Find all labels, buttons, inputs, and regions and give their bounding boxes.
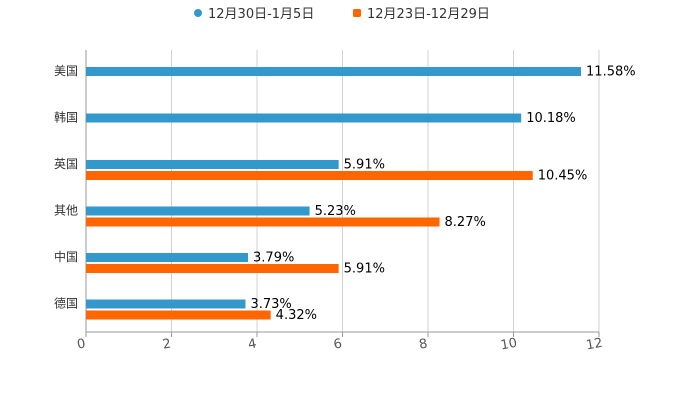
data-label: 3.79% bbox=[253, 251, 294, 266]
category-label: 韩国 bbox=[54, 110, 78, 125]
data-label: 5.91% bbox=[344, 262, 385, 277]
bar bbox=[86, 264, 339, 273]
legend-label: 12月23日-12月29日 bbox=[367, 7, 490, 22]
category-label: 中国 bbox=[54, 249, 78, 264]
bar bbox=[86, 171, 533, 180]
x-tick-label: 4 bbox=[247, 336, 258, 352]
legend-label: 12月30日-1月5日 bbox=[208, 7, 314, 22]
bar bbox=[86, 299, 246, 309]
data-label: 11.58% bbox=[586, 65, 636, 80]
data-label: 8.27% bbox=[445, 215, 486, 230]
bar bbox=[86, 217, 440, 227]
x-tick-label: 12 bbox=[585, 336, 604, 354]
x-tick-label: 8 bbox=[418, 336, 429, 352]
category-label: 美国 bbox=[54, 64, 78, 78]
category-label: 其他 bbox=[54, 204, 78, 218]
x-tick-label: 0 bbox=[76, 336, 87, 352]
data-label: 5.91% bbox=[344, 158, 385, 173]
bar bbox=[86, 206, 310, 216]
bar bbox=[86, 67, 582, 76]
legend-marker bbox=[353, 9, 361, 17]
data-label: 4.32% bbox=[276, 308, 317, 323]
legend-marker bbox=[194, 9, 202, 17]
bar bbox=[86, 160, 339, 169]
x-tick-label: 6 bbox=[333, 336, 344, 352]
x-tick-label: 2 bbox=[162, 336, 173, 352]
bar bbox=[86, 113, 522, 123]
category-label: 德国 bbox=[54, 296, 78, 311]
data-label: 10.45% bbox=[538, 169, 588, 184]
bar bbox=[86, 310, 271, 320]
category-label: 英国 bbox=[54, 157, 78, 171]
data-label: 5.23% bbox=[315, 204, 356, 219]
data-label: 3.73% bbox=[250, 297, 291, 312]
data-label: 10.18% bbox=[526, 111, 576, 126]
bar bbox=[86, 253, 249, 262]
x-tick-label: 10 bbox=[499, 336, 518, 354]
